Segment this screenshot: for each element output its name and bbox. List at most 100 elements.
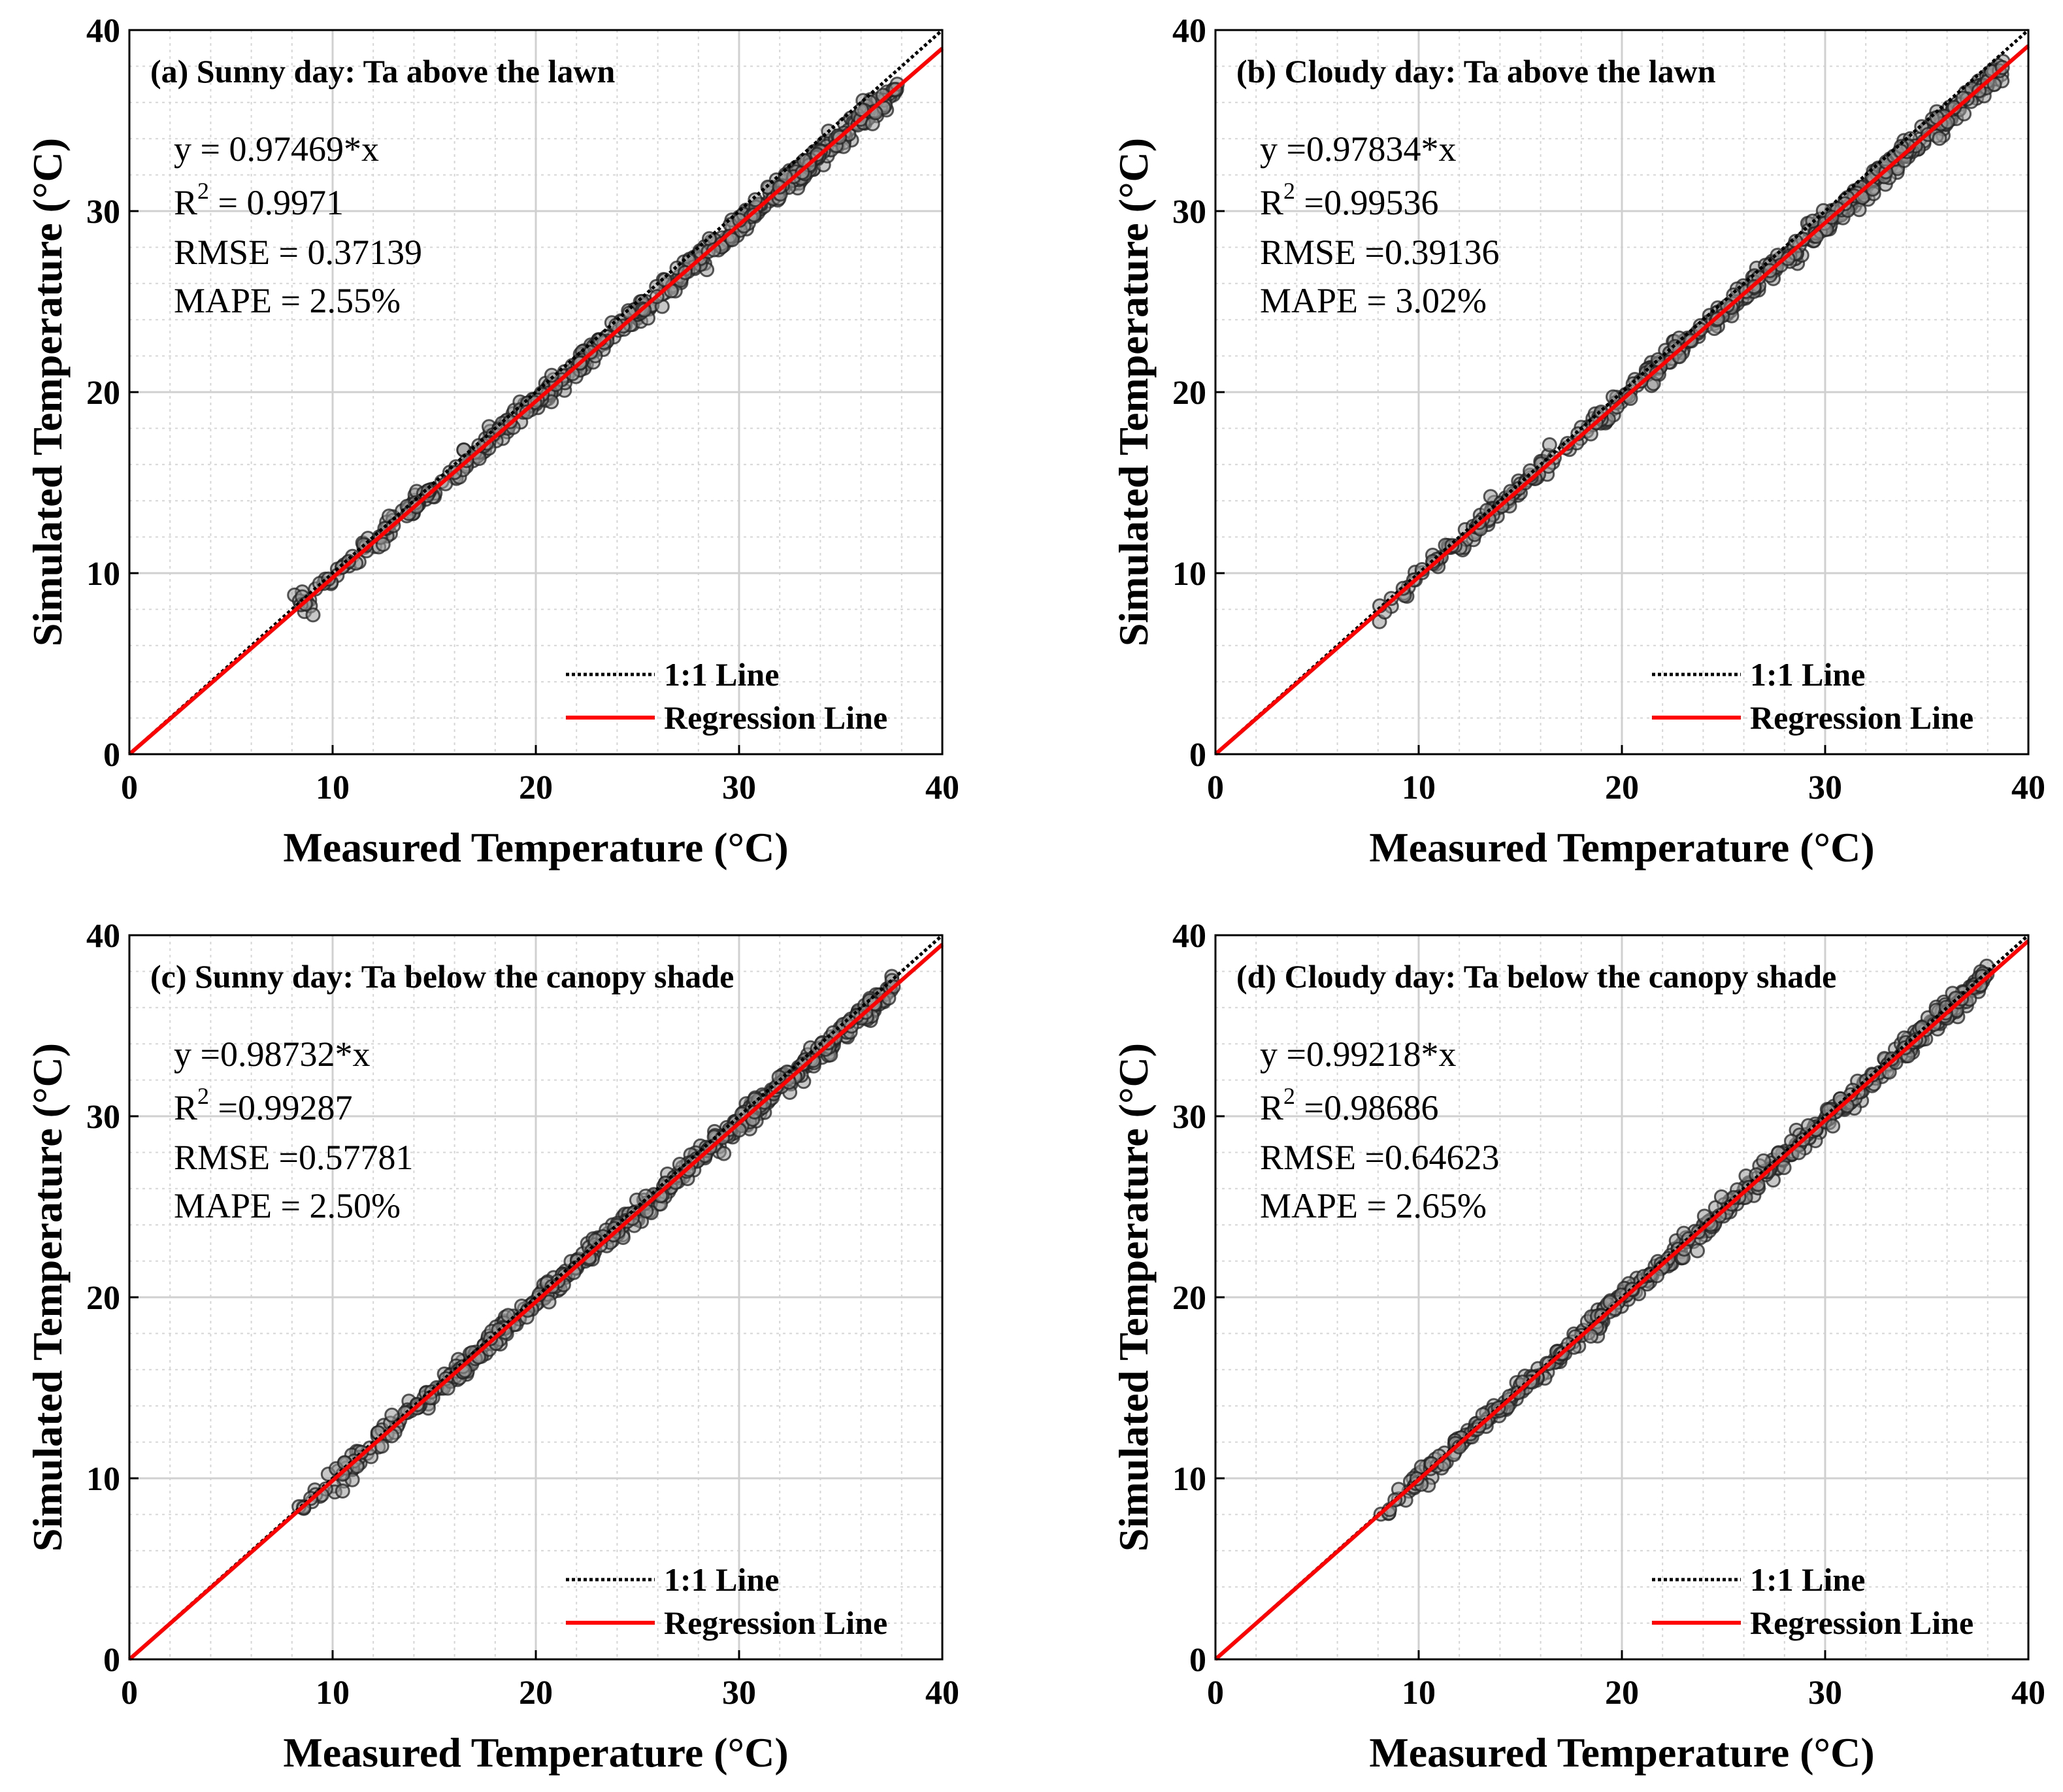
y-tick-label: 10 [1172, 1461, 1206, 1498]
r-squared: R2 =0.99536 [1260, 178, 1439, 222]
regression-line [128, 46, 944, 756]
x-tick-label: 30 [1808, 1674, 1842, 1712]
rmse-value: RMSE =0.39136 [1260, 233, 1500, 272]
one-to-one-line [1214, 29, 2030, 755]
legend-label-one-to-one: 1:1 Line [1750, 1561, 1865, 1598]
mape-value: MAPE = 3.02% [1260, 281, 1487, 320]
y-axis-title: Simulated Temperature (°C) [1110, 1043, 1157, 1551]
r-squared-prefix: R [1260, 183, 1283, 222]
legend-label-one-to-one: 1:1 Line [664, 656, 779, 693]
mape-value: MAPE = 2.50% [174, 1186, 401, 1225]
scatter-point [657, 272, 672, 288]
legend-label-regression: Regression Line [664, 699, 887, 736]
one-to-one-line [128, 29, 944, 755]
y-tick-label: 0 [1189, 1642, 1206, 1679]
r-squared-value: =0.99536 [1295, 183, 1438, 222]
x-axis-title: Measured Temperature (°C) [283, 1729, 788, 1776]
y-tick-label: 30 [1172, 193, 1206, 231]
x-tick-label: 0 [121, 1674, 138, 1712]
x-tick-label: 20 [1605, 769, 1639, 806]
scatter-point [335, 1484, 350, 1499]
y-tick-label: 0 [103, 1642, 120, 1679]
scatter-point [1713, 1189, 1729, 1204]
r-squared-superscript: 2 [197, 1083, 209, 1109]
y-tick-label: 10 [1172, 556, 1206, 593]
mape-value: MAPE = 2.55% [174, 281, 401, 320]
x-tick-label: 40 [2011, 769, 2045, 806]
y-axis-title: Simulated Temperature (°C) [24, 1043, 71, 1551]
regression-equation: y =0.97834*x [1260, 129, 1456, 169]
y-tick-label: 20 [86, 374, 120, 412]
scatter-point [541, 1294, 557, 1310]
y-tick-label: 40 [86, 918, 120, 955]
chart-panel-b: 0 10 20 30 40 0 10 20 30 40 Measured Temperature (… [1110, 12, 2045, 871]
y-tick-label: 20 [1172, 1280, 1206, 1317]
r-squared-superscript: 2 [1283, 178, 1295, 204]
x-axis-title: Measured Temperature (°C) [1369, 1729, 1874, 1776]
y-tick-label: 40 [86, 12, 120, 50]
x-tick-label: 0 [1207, 1674, 1224, 1712]
r-squared: R2 = 0.9971 [174, 178, 344, 222]
scatter-point [375, 537, 391, 552]
legend-label-regression: Regression Line [1750, 1604, 1973, 1641]
x-tick-label: 0 [1207, 769, 1224, 806]
rmse-value: RMSE =0.57781 [174, 1138, 414, 1177]
y-tick-label: 30 [86, 1099, 120, 1136]
scatter-point [384, 1407, 400, 1423]
y-tick-label: 10 [86, 1461, 120, 1498]
legend-label-one-to-one: 1:1 Line [1750, 656, 1865, 693]
scatter-point [544, 367, 559, 383]
x-axis-title: Measured Temperature (°C) [1369, 824, 1874, 871]
y-tick-label: 30 [86, 193, 120, 231]
x-tick-label: 30 [1808, 769, 1842, 806]
x-tick-label: 10 [1402, 769, 1436, 806]
scatter-point [305, 607, 321, 623]
x-tick-label: 10 [316, 769, 350, 806]
rmse-value: RMSE =0.64623 [1260, 1138, 1500, 1177]
scatter-point [1523, 463, 1538, 478]
x-tick-label: 40 [925, 1674, 959, 1712]
chart-panel-c: 0 10 20 30 40 0 10 20 30 40 Measured Temperature (… [24, 918, 959, 1776]
y-axis-title: Simulated Temperature (°C) [1110, 138, 1157, 646]
y-tick-label: 10 [86, 556, 120, 593]
scatter-point [1776, 1160, 1792, 1176]
y-tick-label: 20 [86, 1280, 120, 1317]
x-tick-label: 30 [722, 769, 756, 806]
scatter-point [748, 192, 763, 208]
panel-title: (a) Sunny day: Ta above the lawn [150, 53, 615, 90]
panel-title: (b) Cloudy day: Ta above the lawn [1236, 53, 1716, 90]
x-tick-label: 20 [1605, 1674, 1639, 1712]
x-axis-title: Measured Temperature (°C) [283, 824, 788, 871]
scatter-point [1825, 1118, 1841, 1134]
panel-title: (d) Cloudy day: Ta below the canopy shad… [1236, 958, 1836, 995]
r-squared-prefix: R [1260, 1088, 1283, 1127]
x-tick-label: 0 [121, 769, 138, 806]
legend-label-one-to-one: 1:1 Line [664, 1561, 779, 1598]
r-squared-superscript: 2 [1283, 1083, 1295, 1109]
scatter-point [716, 1146, 732, 1161]
x-tick-label: 10 [1402, 1674, 1436, 1712]
r-squared-superscript: 2 [197, 178, 209, 204]
regression-equation: y =0.99218*x [1260, 1035, 1456, 1074]
scatter-point [1542, 437, 1557, 452]
chart-panel-a: 0 10 20 30 40 0 10 20 30 40 Measured Temperature (… [24, 12, 959, 871]
one-to-one-line [128, 934, 944, 1661]
scatter-point [638, 1188, 653, 1204]
regression-equation: y =0.98732*x [174, 1035, 370, 1074]
rmse-value: RMSE = 0.37139 [174, 233, 422, 272]
r-squared: R2 =0.98686 [1260, 1083, 1439, 1127]
x-tick-label: 40 [925, 769, 959, 806]
y-tick-label: 20 [1172, 374, 1206, 412]
panel-title: (c) Sunny day: Ta below the canopy shade [150, 958, 734, 995]
y-tick-label: 40 [1172, 918, 1206, 955]
chart-panel-d: 0 10 20 30 40 0 10 20 30 40 Measured Temperature (… [1110, 918, 2045, 1776]
one-to-one-line [1214, 934, 2030, 1661]
regression-line [1214, 44, 2030, 756]
r-squared: R2 =0.99287 [174, 1083, 353, 1127]
r-squared-value: =0.98686 [1295, 1088, 1438, 1127]
x-tick-label: 20 [519, 769, 553, 806]
legend-label-regression: Regression Line [664, 1604, 887, 1641]
y-tick-label: 40 [1172, 12, 1206, 50]
scatter-point [771, 1069, 787, 1085]
